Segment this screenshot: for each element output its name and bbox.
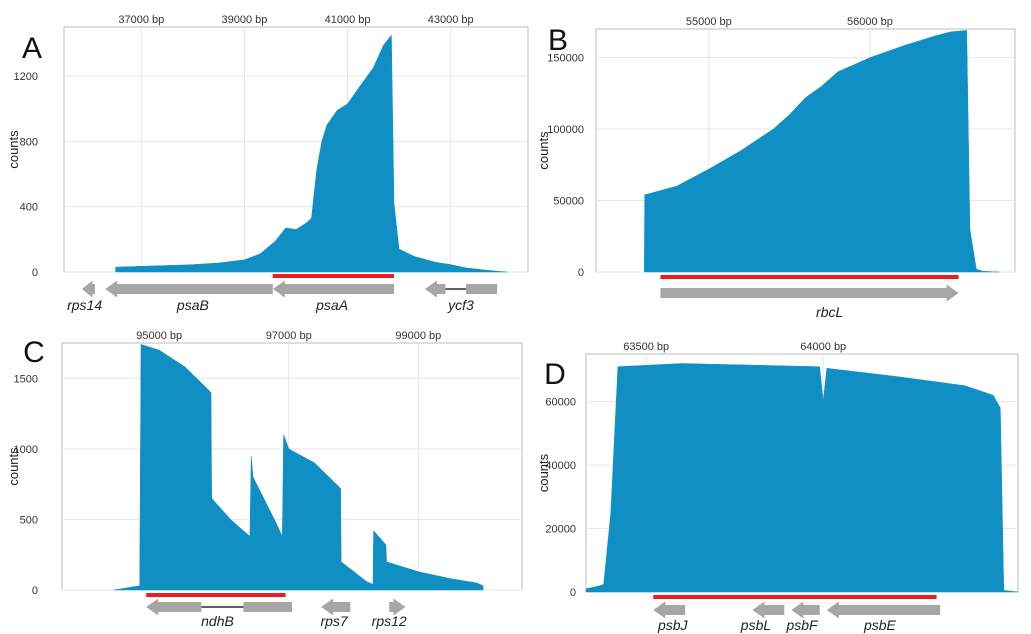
panel-b: 55000 bp 56000 bp 0 50000 100000 150000 counts… [536,16,1016,320]
gene-arrow [321,598,351,616]
gene-arrow [752,601,785,619]
gene-rps12: rps12 [372,598,407,629]
gene-arrow [424,280,446,298]
y-tick-label: 0 [570,587,576,599]
coverage-area [113,344,484,591]
panel-letter: D [544,358,566,391]
y-axis-label: counts [536,131,551,170]
y-tick-label: 400 [20,202,38,214]
panel-letter: C [23,336,45,369]
gene-label: psaB [176,297,209,313]
x-tick-label: 37000 bp [118,14,164,26]
coverage-area [644,30,999,273]
gene-arrow [466,284,498,294]
gene-label: psbL [740,617,771,633]
gene-label: psaA [315,297,348,313]
y-axis-label: counts [6,130,21,169]
x-tick-label: 97000 bp [266,330,312,342]
x-tick-label: 64000 bp [800,341,846,353]
gene-ndhb: ndhB [146,598,292,629]
y-tick-label: 500 [20,514,38,526]
y-tick-label: 150000 [547,53,584,65]
y-tick-label: 100000 [547,124,584,136]
gene-psaa: psaA [272,280,394,313]
gene-arrow [243,602,292,612]
x-tick-label: 56000 bp [847,16,893,28]
gene-label: rps14 [67,297,102,313]
x-tick-label: 99000 bp [395,330,441,342]
gene-psbe: psbE [826,601,941,633]
y-tick-label: 1000 [14,444,38,456]
gene-arrow [389,598,406,616]
y-tick-label: 60000 [545,397,576,409]
gene-arrow [660,284,959,302]
gene-rps7: rps7 [320,598,351,629]
coverage-area [585,363,1019,593]
panel-letter: B [548,24,568,57]
x-tick-label: 63500 bp [623,341,669,353]
gene-label: psbF [785,617,819,633]
gene-label: rps7 [320,613,348,629]
panel-d: 63500 bp 64000 bp 0 20000 40000 60000 counts Dp… [536,341,1019,633]
y-tick-label: 50000 [553,196,584,208]
x-tick-label: 41000 bp [325,14,371,26]
gene-psbj: psbJ [653,601,689,633]
gene-arrow [272,280,394,298]
gene-arrow [791,601,820,619]
gene-arrow [826,601,941,619]
y-tick-label: 20000 [545,524,576,536]
gene-psbf: psbF [785,601,820,633]
gene-arrow [653,601,686,619]
gene-psab: psaB [105,280,273,313]
panel-c: 95000 bp 97000 bp 99000 bp 0 500 1000 1500 coun… [6,330,523,629]
panel-letter: A [22,32,42,65]
gene-label: psbJ [657,617,689,633]
x-tick-label: 43000 bp [428,14,474,26]
y-tick-label: 800 [20,136,38,148]
gene-rps14: rps14 [67,280,102,313]
x-tick-label: 55000 bp [686,16,732,28]
panel-a: 37000 bp 39000 bp 41000 bp 43000 bp 0 400 800 1… [6,14,529,313]
gene-rbcl: rbcL [660,284,959,320]
gene-arrow [82,280,95,298]
x-tick-label: 39000 bp [221,14,267,26]
gene-label: psbE [863,617,897,633]
x-tick-label: 95000 bp [136,330,182,342]
gene-psbl: psbL [740,601,785,633]
y-tick-label: 0 [32,585,38,597]
y-tick-label: 1500 [14,373,38,385]
y-axis-label: counts [536,453,551,492]
gene-label: rbcL [816,304,843,320]
y-tick-label: 40000 [545,460,576,472]
coverage-area [115,34,508,273]
gene-arrow [146,598,202,616]
gene-ycf3: ycf3 [424,280,498,313]
gene-label: ycf3 [447,297,474,313]
y-axis-label: counts [6,447,21,486]
y-tick-label: 1200 [14,71,38,83]
y-tick-label: 0 [578,267,584,279]
gene-label: rps12 [372,613,407,629]
gene-label: ndhB [201,613,234,629]
y-tick-label: 0 [32,267,38,279]
gene-arrow [105,280,273,298]
